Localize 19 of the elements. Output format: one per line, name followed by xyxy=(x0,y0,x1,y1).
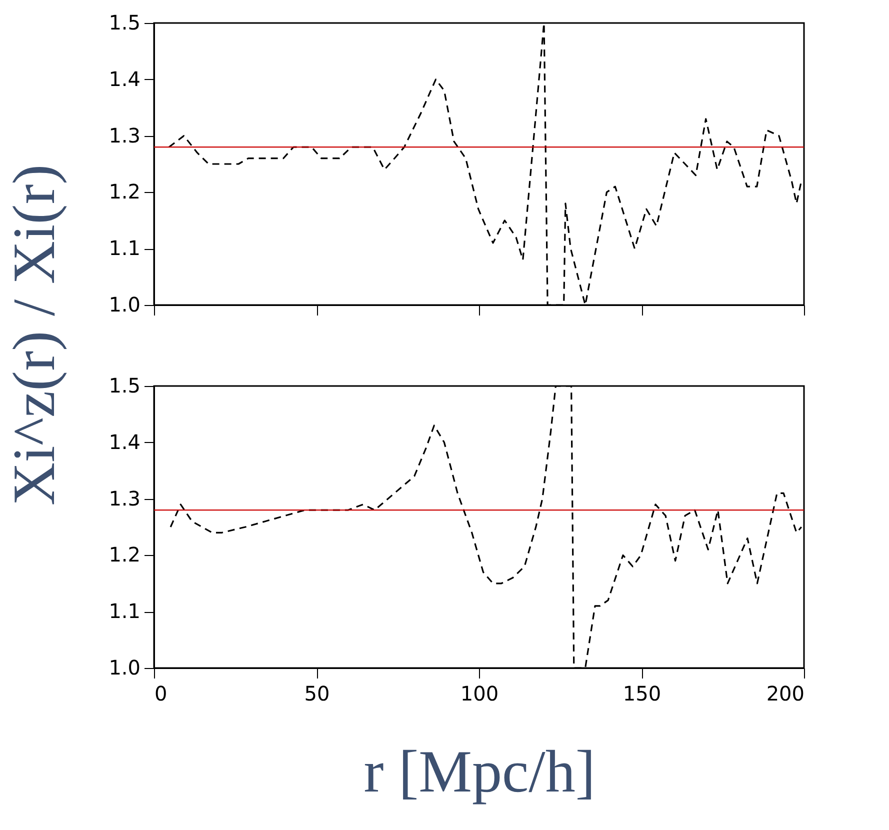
x-tick-label: 0 xyxy=(154,682,168,706)
y-axis-title: Xi^z(r) / Xi(r) xyxy=(1,164,67,506)
y-tick-label: 1.3 xyxy=(108,486,140,510)
x-tick-label: 200 xyxy=(766,682,804,706)
y-tick-label: 1.5 xyxy=(108,374,140,398)
y-tick-label: 1.1 xyxy=(108,599,140,624)
x-tick-label: 50 xyxy=(304,682,330,706)
y-tick-label: 1.3 xyxy=(108,123,140,148)
y-tick-label: 1.2 xyxy=(108,542,140,567)
y-tick-label: 1.2 xyxy=(108,180,140,204)
y-tick-label: 1.0 xyxy=(108,656,140,680)
y-tick-label: 1.4 xyxy=(108,66,140,91)
x-tick-label: 100 xyxy=(460,682,499,706)
y-tick-label: 1.4 xyxy=(108,430,140,454)
y-tick-label: 1.0 xyxy=(108,292,140,316)
x-tick-label: 150 xyxy=(622,682,662,706)
x-axis-title: r [Mpc/h] xyxy=(364,738,596,804)
y-tick-label: 1.1 xyxy=(108,236,140,260)
y-tick-label: 1.5 xyxy=(108,10,140,34)
